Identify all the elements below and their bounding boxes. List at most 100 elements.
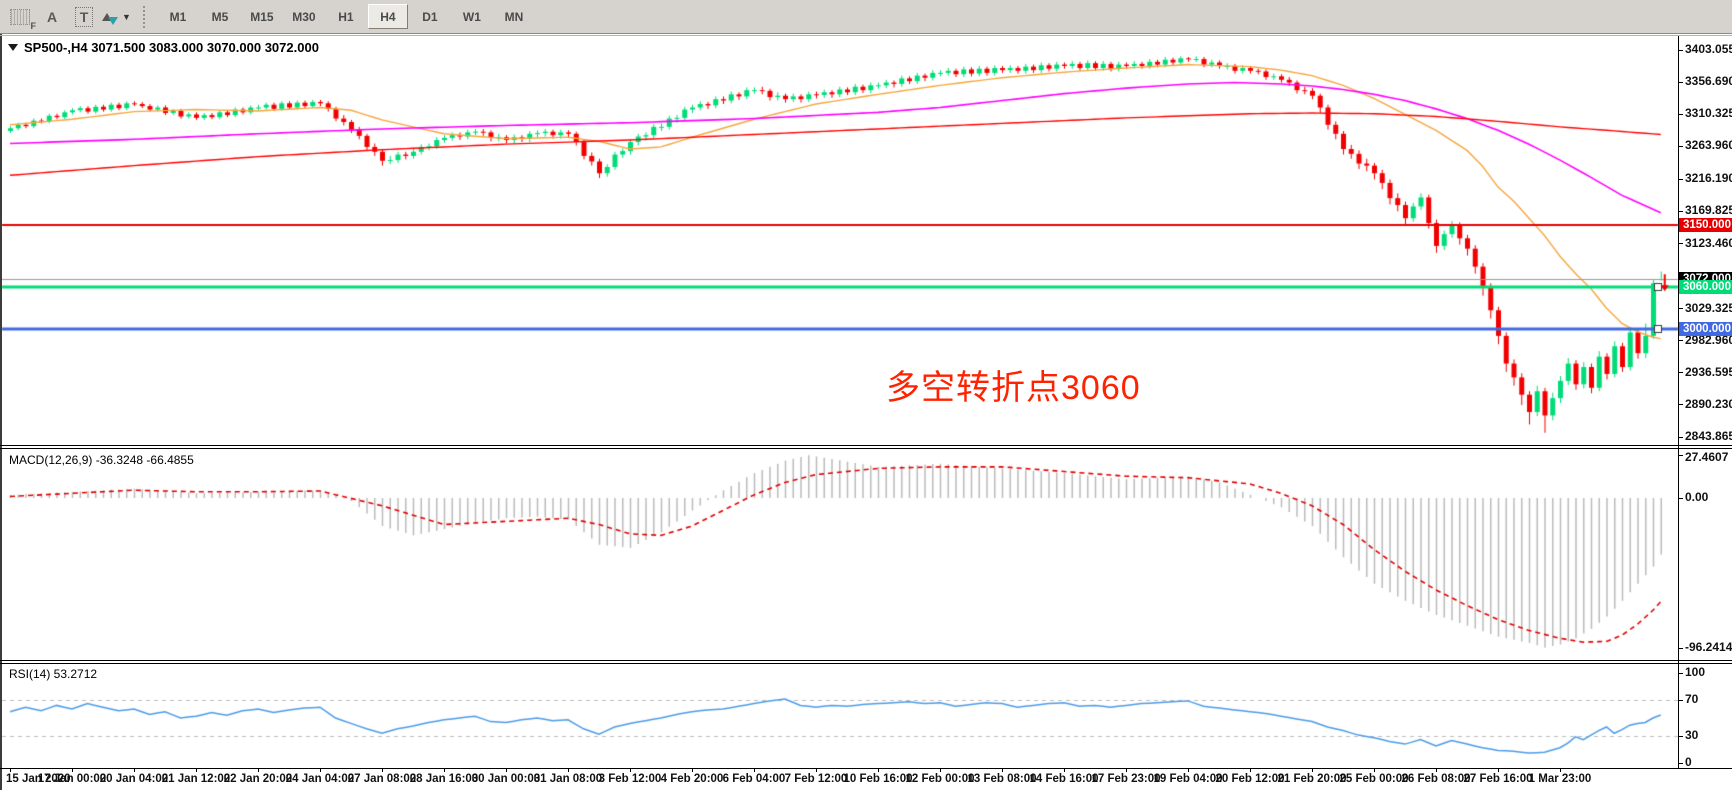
time-tick-mark bbox=[444, 768, 445, 772]
time-tick-label: 20 Jan 04:00 bbox=[99, 773, 169, 785]
time-tick-mark bbox=[1002, 768, 1003, 772]
time-tick-label: 17 Jan 00:00 bbox=[37, 773, 107, 785]
price-tick-mark bbox=[1678, 49, 1683, 51]
template-button[interactable]: F bbox=[6, 5, 36, 31]
macd-axis-tick-label: 27.4607 bbox=[1685, 450, 1729, 464]
time-tick-label: 19 Feb 04:00 bbox=[1153, 773, 1223, 785]
timeframe-button-m15[interactable]: M15 bbox=[250, 9, 274, 24]
price-tick-label: 3216.190 bbox=[1685, 171, 1732, 186]
text-tool-button[interactable]: T bbox=[70, 5, 98, 29]
time-tick-label: 22 Jan 20:00 bbox=[223, 773, 293, 785]
price-tick-mark bbox=[1678, 404, 1683, 406]
price-tick-label: 3403.055 bbox=[1685, 42, 1732, 56]
time-tick-label: 3 Feb 12:00 bbox=[598, 773, 662, 785]
chart-title-text: SP500-,H4 3071.500 3083.000 3070.000 307… bbox=[24, 40, 319, 55]
price-tick-mark bbox=[1678, 340, 1683, 342]
chart-title[interactable]: SP500-,H4 3071.500 3083.000 3070.000 307… bbox=[8, 40, 319, 55]
chevron-down-icon: ▼ bbox=[122, 11, 131, 22]
price-tick-label: 3263.960 bbox=[1685, 138, 1732, 153]
rsi-axis-tick-mark bbox=[1678, 699, 1683, 701]
rsi-axis-tick-mark bbox=[1678, 672, 1683, 674]
font-icon: A bbox=[46, 8, 58, 25]
time-tick-mark bbox=[72, 768, 73, 772]
time-tick-label: 26 Feb 08:00 bbox=[1401, 773, 1471, 785]
macd-axis-tick-label: 0.00 bbox=[1685, 490, 1709, 504]
timeframe-button-h1[interactable]: H1 bbox=[338, 9, 354, 24]
chart-top-border bbox=[0, 35, 1732, 36]
timeframe-button-m1[interactable]: M1 bbox=[169, 9, 187, 24]
rsi-panel-top-border bbox=[0, 663, 1732, 664]
rsi-axis-tick-label: 30 bbox=[1685, 728, 1699, 742]
time-tick-mark bbox=[878, 768, 879, 772]
top-toolbar: F A T ▼ M1 M5 M15 M30 H1 H4 D1 W1 MN bbox=[0, 0, 1732, 34]
price-tick-label: 3029.325 bbox=[1685, 300, 1732, 315]
price-tick-mark bbox=[1678, 145, 1683, 147]
time-tick-mark bbox=[1560, 768, 1561, 772]
price-tick-label: 2890.230 bbox=[1685, 396, 1732, 411]
chevron-down-icon bbox=[8, 44, 18, 51]
main-panel-divider[interactable] bbox=[0, 445, 1732, 446]
time-tick-mark bbox=[506, 768, 507, 772]
time-tick-mark bbox=[382, 768, 383, 772]
annotation-text[interactable]: 多空转折点3060 bbox=[886, 369, 1141, 407]
font-tool-button[interactable]: A bbox=[38, 5, 66, 29]
arrows-tool-button[interactable]: ▼ bbox=[102, 5, 131, 29]
time-tick-label: 24 Jan 04:00 bbox=[285, 773, 355, 785]
arrows-icon-2 bbox=[108, 16, 118, 25]
time-tick-mark bbox=[1064, 768, 1065, 772]
timeframe-button-d1[interactable]: D1 bbox=[422, 9, 438, 24]
time-tick-mark bbox=[754, 768, 755, 772]
time-tick-label: 27 Feb 16:00 bbox=[1463, 773, 1533, 785]
time-tick-label: 25 Feb 00:00 bbox=[1339, 773, 1409, 785]
price-tick-label: 3310.325 bbox=[1685, 106, 1732, 121]
timeframe-button-w1[interactable]: W1 bbox=[462, 9, 481, 24]
time-tick-mark bbox=[196, 768, 197, 772]
price-tick-mark bbox=[1678, 210, 1683, 212]
rsi-axis-tick-label: 100 bbox=[1685, 665, 1706, 679]
time-tick-mark bbox=[320, 768, 321, 772]
price-tick-label: 3356.690 bbox=[1685, 74, 1732, 89]
time-tick-label: 31 Jan 08:00 bbox=[533, 773, 603, 785]
price-tick-mark bbox=[1678, 372, 1683, 374]
rsi-axis-tick-label: 70 bbox=[1685, 692, 1699, 706]
price-level-label[interactable]: 3060.000 bbox=[1679, 280, 1732, 295]
time-tick-label: 20 Feb 12:00 bbox=[1215, 773, 1285, 785]
time-tick-label: 13 Feb 08:00 bbox=[967, 773, 1037, 785]
rsi-axis-tick-label: 0 bbox=[1685, 755, 1692, 769]
rsi-label: RSI(14) 53.2712 bbox=[9, 667, 98, 681]
price-tick-mark bbox=[1678, 81, 1683, 83]
price-level-label[interactable]: 3000.000 bbox=[1679, 321, 1732, 336]
macd-label: MACD(12,26,9) -36.3248 -66.4855 bbox=[9, 453, 194, 467]
time-tick-mark bbox=[1498, 768, 1499, 772]
timeframe-button-mn[interactable]: MN bbox=[504, 9, 524, 24]
macd-panel-divider[interactable] bbox=[0, 660, 1732, 661]
window-left-border bbox=[0, 34, 2, 790]
macd-axis-tick-label: -96.2414 bbox=[1685, 640, 1732, 654]
price-tick-label: 3123.460 bbox=[1685, 235, 1732, 250]
price-axis-border bbox=[1678, 35, 1679, 769]
time-tick-mark bbox=[134, 768, 135, 772]
time-tick-label: 14 Feb 16:00 bbox=[1029, 773, 1099, 785]
rsi-axis-tick-mark bbox=[1678, 735, 1683, 737]
macd-axis-tick-mark bbox=[1678, 647, 1683, 649]
time-tick-label: 15 Jan 2020 bbox=[6, 773, 71, 785]
time-tick-label: 17 Feb 23:00 bbox=[1091, 773, 1161, 785]
time-tick-mark bbox=[10, 768, 11, 772]
time-tick-mark bbox=[692, 768, 693, 772]
price-tick-mark bbox=[1678, 436, 1683, 438]
time-tick-mark bbox=[1312, 768, 1313, 772]
time-tick-label: 28 Jan 16:00 bbox=[409, 773, 479, 785]
toolbar-separator bbox=[142, 5, 149, 28]
arrows-icon bbox=[102, 12, 112, 21]
timeframe-button-h4[interactable]: H4 bbox=[367, 4, 408, 29]
timeframe-button-m5[interactable]: M5 bbox=[211, 9, 229, 24]
price-level-label[interactable]: 3150.000 bbox=[1679, 218, 1732, 233]
price-tick-mark bbox=[1678, 243, 1683, 244]
time-tick-label: 7 Feb 12:00 bbox=[784, 773, 848, 785]
time-tick-label: 30 Jan 00:00 bbox=[471, 773, 541, 785]
time-tick-label: 6 Feb 04:00 bbox=[722, 773, 786, 785]
time-tick-mark bbox=[1188, 768, 1189, 772]
timeframe-button-m30[interactable]: M30 bbox=[292, 9, 316, 24]
